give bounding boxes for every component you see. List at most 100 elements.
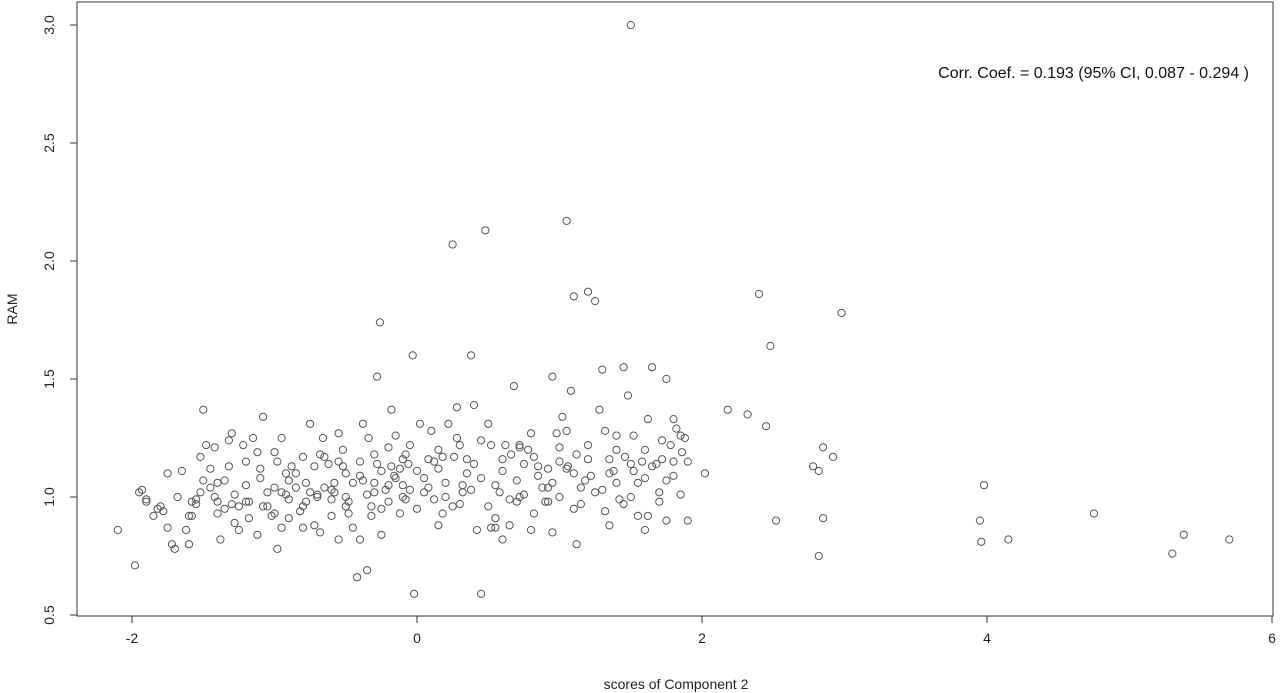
data-point [313, 492, 322, 502]
data-point [284, 514, 293, 523]
data-point [434, 445, 443, 454]
data-point [367, 502, 376, 511]
x-tick-label: -2 [126, 630, 139, 646]
data-point [1004, 535, 1013, 544]
data-point [434, 521, 443, 530]
data-point [301, 478, 310, 487]
x-axis-label: scores of Component 2 [604, 676, 749, 692]
data-point [515, 443, 524, 452]
data-point [142, 497, 151, 506]
data-point [412, 504, 422, 513]
data-point [384, 497, 393, 506]
data-point [583, 441, 593, 450]
data-point [676, 431, 685, 440]
data-point [163, 469, 172, 478]
data-point [341, 469, 350, 478]
data-point [153, 504, 162, 513]
data-point [327, 485, 336, 494]
data-point [427, 426, 436, 435]
data-point [216, 535, 225, 544]
data-point [477, 474, 486, 483]
data-point [683, 516, 692, 525]
data-point [327, 495, 336, 504]
data-point [401, 450, 410, 459]
data-point [477, 436, 486, 445]
data-point [495, 488, 504, 497]
data-point [455, 500, 464, 509]
data-point [620, 452, 630, 461]
data-point [220, 476, 229, 485]
data-point [182, 525, 191, 535]
data-point [137, 485, 147, 494]
data-point [458, 481, 467, 490]
data-point [467, 485, 476, 494]
data-point [491, 514, 500, 523]
data-point [187, 511, 196, 521]
data-point [515, 441, 524, 450]
data-point [512, 497, 521, 506]
data-point [334, 429, 343, 438]
data-point [358, 476, 367, 485]
data-point [149, 511, 158, 521]
data-point [754, 289, 764, 299]
data-point [512, 476, 521, 485]
data-point [452, 433, 461, 443]
data-point [481, 226, 490, 235]
data-point [277, 433, 286, 443]
data-point [184, 540, 194, 549]
data-point [184, 511, 194, 521]
data-point [648, 363, 657, 372]
data-point [562, 216, 571, 225]
data-point [270, 509, 279, 518]
data-point [762, 422, 771, 431]
data-point [192, 500, 201, 509]
data-point [462, 469, 471, 478]
data-point [213, 509, 222, 518]
data-point [669, 415, 678, 424]
data-point [519, 490, 529, 499]
data-point [267, 511, 276, 521]
data-point [487, 523, 496, 532]
data-point [601, 426, 610, 435]
data-point [676, 490, 685, 499]
data-point [192, 495, 201, 504]
points-layer [113, 20, 1234, 598]
data-point [448, 240, 457, 249]
data-point [658, 455, 667, 464]
data-point [505, 495, 514, 504]
data-point [390, 471, 399, 480]
data-point [586, 471, 596, 480]
data-point [633, 511, 643, 521]
data-point [444, 419, 453, 428]
y-tick-label: 2.0 [41, 251, 57, 271]
data-point [438, 509, 447, 518]
data-point [253, 448, 262, 457]
data-point [609, 466, 618, 476]
data-point [256, 464, 265, 473]
data-point [363, 566, 372, 575]
data-point [391, 474, 400, 483]
data-point [273, 457, 282, 466]
data-point [469, 400, 479, 410]
data-point [583, 287, 593, 296]
data-point [330, 478, 339, 487]
data-point [202, 441, 211, 450]
data-point [177, 466, 186, 476]
data-point [626, 20, 635, 30]
data-point [619, 500, 628, 509]
data-point [320, 452, 329, 461]
x-tick-label: 2 [698, 630, 706, 646]
data-point [544, 464, 553, 473]
data-point [677, 448, 687, 457]
data-point [405, 441, 414, 450]
data-point [581, 476, 590, 485]
x-tick-label: 0 [413, 630, 421, 646]
data-point [316, 528, 325, 537]
data-point [367, 511, 376, 521]
data-point [555, 457, 564, 466]
data-point [330, 488, 339, 497]
data-point [441, 478, 450, 487]
data-point [310, 521, 319, 530]
data-point [526, 525, 536, 535]
data-point [170, 544, 179, 554]
